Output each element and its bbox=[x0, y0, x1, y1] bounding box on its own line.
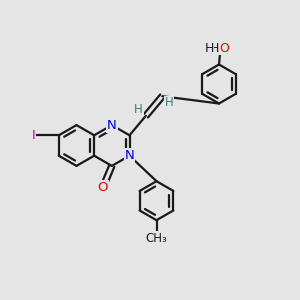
Text: I: I bbox=[32, 129, 35, 142]
Text: O: O bbox=[219, 41, 229, 55]
Text: O: O bbox=[98, 181, 108, 194]
Text: H: H bbox=[164, 96, 173, 109]
Text: CH₃: CH₃ bbox=[146, 232, 167, 245]
Text: N: N bbox=[107, 118, 117, 132]
Text: N: N bbox=[124, 149, 134, 162]
Text: HO: HO bbox=[209, 41, 229, 55]
Text: H: H bbox=[134, 103, 143, 116]
Text: H: H bbox=[204, 41, 214, 55]
